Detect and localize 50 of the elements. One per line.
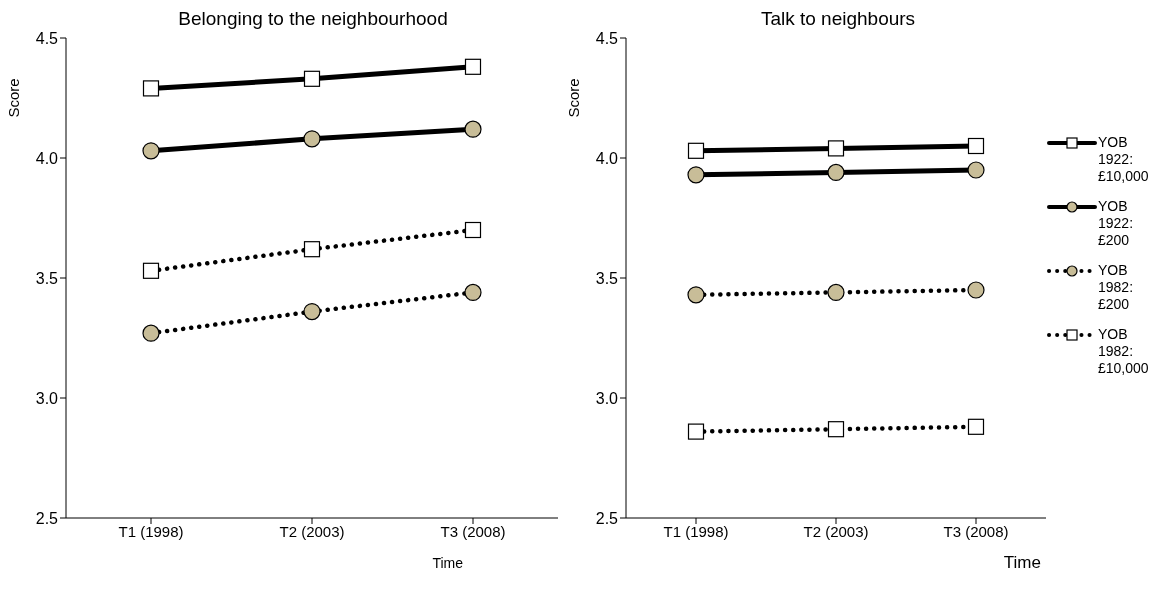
point bbox=[827, 140, 845, 157]
point bbox=[464, 58, 482, 75]
y-tick-label: 4.5 bbox=[595, 29, 619, 47]
legend-label: YOB 1982: £200 bbox=[1098, 262, 1135, 313]
point bbox=[687, 166, 705, 184]
x-tick-label: T2 (2003) bbox=[803, 522, 869, 540]
y-tick-label: 3.0 bbox=[35, 389, 59, 407]
point bbox=[142, 80, 160, 97]
point bbox=[967, 281, 985, 299]
y-tick-label: 2.5 bbox=[595, 509, 619, 527]
point bbox=[967, 137, 985, 155]
point bbox=[464, 120, 482, 138]
point bbox=[687, 286, 705, 304]
y-tick-label: 3.0 bbox=[595, 389, 619, 407]
point bbox=[303, 70, 321, 87]
x-tick-label: T3 (2008) bbox=[440, 522, 506, 540]
chart-title: Talk to neighbours bbox=[759, 8, 917, 30]
x-axis-title: Time bbox=[1003, 553, 1041, 572]
chart-title: Belonging to the neighbourhood bbox=[177, 8, 449, 30]
x-tick-label: T3 (2008) bbox=[943, 522, 1009, 540]
x-axis-title: Time bbox=[432, 555, 464, 571]
x-tick-label: T1 (1998) bbox=[663, 522, 729, 540]
point bbox=[827, 421, 845, 438]
legend-label: YOB 1982: £10,000 bbox=[1098, 326, 1150, 377]
point bbox=[967, 418, 985, 435]
point bbox=[464, 221, 482, 239]
point bbox=[142, 142, 160, 160]
point bbox=[967, 161, 985, 179]
y-axis-title: Score bbox=[4, 78, 22, 118]
y-tick-label: 4.5 bbox=[35, 29, 59, 47]
point bbox=[142, 324, 160, 342]
point bbox=[827, 163, 845, 181]
point bbox=[687, 142, 705, 159]
y-tick-label: 3.5 bbox=[595, 269, 619, 287]
y-tick-label: 3.5 bbox=[35, 269, 59, 287]
y-tick-label: 2.5 bbox=[35, 509, 59, 527]
legend-label: YOB 1922: £200 bbox=[1098, 198, 1135, 249]
y-tick-label: 4.0 bbox=[35, 149, 59, 167]
legend-label: YOB 1922: £10,000 bbox=[1098, 134, 1150, 185]
x-tick-label: T1 (1998) bbox=[118, 522, 184, 540]
point bbox=[827, 283, 845, 301]
point bbox=[464, 283, 482, 301]
point bbox=[303, 241, 321, 258]
point bbox=[303, 130, 321, 148]
y-tick-label: 4.0 bbox=[595, 149, 619, 167]
point bbox=[687, 423, 705, 440]
point bbox=[303, 303, 321, 321]
x-tick-label: T2 (2003) bbox=[279, 522, 345, 540]
point bbox=[142, 262, 160, 279]
y-axis-title: Score bbox=[564, 78, 582, 118]
